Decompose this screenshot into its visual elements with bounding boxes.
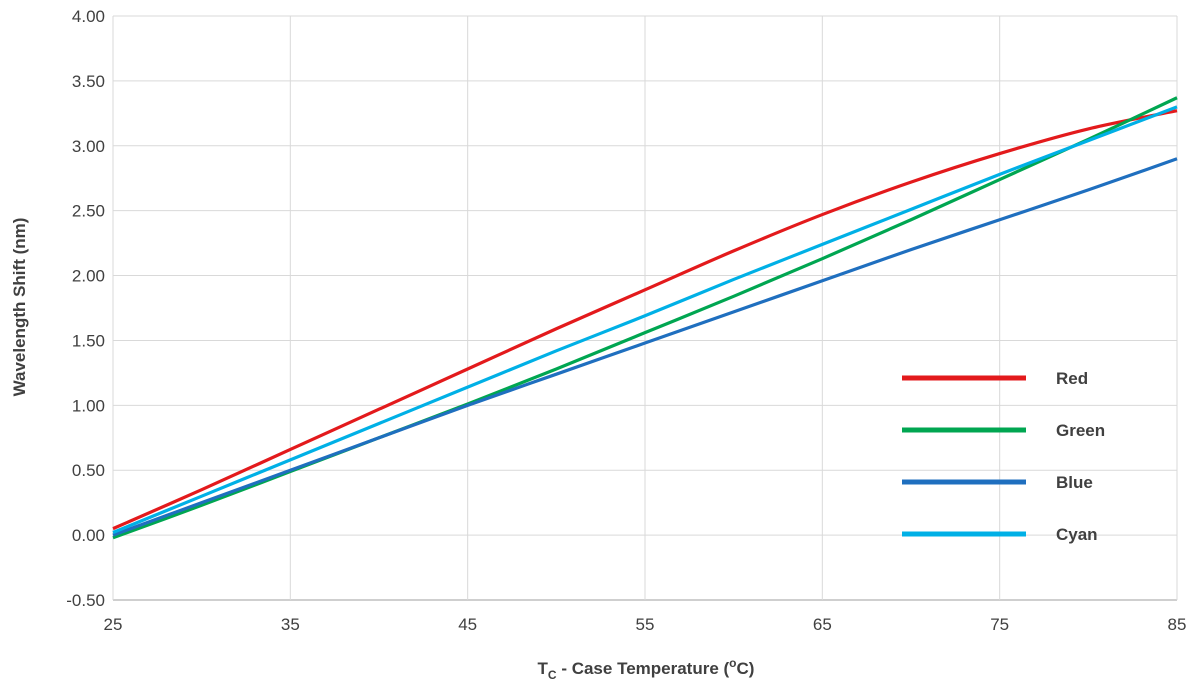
x-axis-title-main: T [538,659,549,678]
x-axis-title: TC - Case Temperature (oC) [538,656,755,682]
y-tick-label: 1.50 [72,331,105,350]
x-axis-title-end: C) [737,659,755,678]
x-tick-label: 75 [990,615,1009,634]
y-tick-label: 3.50 [72,72,105,91]
axis-layer: 4.00 3.50 3.00 2.50 2.00 1.50 1.00 0.50 0.00 -0.5… [66,7,1186,634]
legend: Red Green Blue Cyan [902,369,1105,544]
y-tick-label: 1.00 [72,396,105,415]
y-tick-label: 4.00 [72,7,105,26]
y-tick-label: 0.00 [72,526,105,545]
x-axis-title-rest: - Case Temperature ( [557,659,730,678]
x-tick-label: 85 [1168,615,1187,634]
x-tick-label: 65 [813,615,832,634]
y-axis-title: Wavelength Shift (nm) [10,218,29,397]
y-tick-label: 3.00 [72,137,105,156]
legend-label-red: Red [1056,369,1088,388]
x-axis-title-superscript: o [729,656,736,670]
series-line-cyan [112,105,1178,535]
x-tick-label: 45 [458,615,477,634]
series-layer [112,96,1178,540]
y-tick-label: 0.50 [72,461,105,480]
x-tick-label: 25 [104,615,123,634]
grid-layer [112,15,1178,601]
series-line-red [112,109,1178,531]
x-tick-label: 35 [281,615,300,634]
y-tick-label: 2.00 [72,267,105,286]
x-axis-title-subscript: C [548,668,557,682]
x-tick-label: 55 [636,615,655,634]
y-tick-label: -0.50 [66,591,105,610]
legend-label-cyan: Cyan [1056,525,1098,544]
legend-label-green: Green [1056,421,1105,440]
series-line-blue [112,157,1178,537]
y-tick-label: 2.50 [72,202,105,221]
legend-label-blue: Blue [1056,473,1093,492]
